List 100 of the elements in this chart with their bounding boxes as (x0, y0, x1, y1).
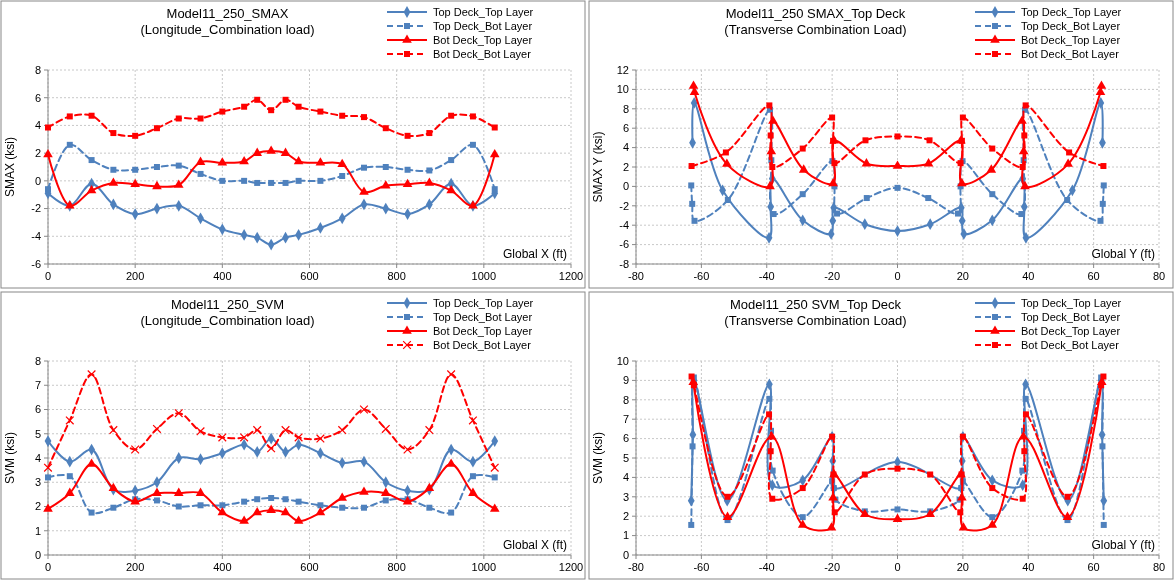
y-tick-label: -2 (619, 199, 629, 212)
x-tick-label: 600 (300, 561, 319, 573)
x-tick-label: 40 (1022, 561, 1035, 573)
chart-subtitle: (Transverse Combination Load) (724, 22, 907, 37)
y-tick-label: -6 (31, 257, 41, 270)
chart-title: Model11_250 SVM_Top Deck (729, 297, 902, 312)
chart-title: Model11_250_SMAX (166, 6, 289, 21)
x-tick-label: 1000 (471, 561, 497, 573)
y-tick-label: 6 (34, 403, 41, 416)
x-tick-label: -60 (693, 270, 710, 282)
legend-label: Top Deck_Bot Layer (433, 310, 533, 323)
x-tick-label: 1200 (558, 561, 584, 573)
x-tick-label: 0 (44, 270, 52, 282)
chart-title: Model11_250_SVM (170, 297, 285, 312)
y-tick-label: 0 (34, 174, 41, 187)
y-tick-label: 2 (622, 510, 629, 523)
y-tick-label: 12 (616, 63, 629, 76)
y-tick-label: 6 (34, 91, 41, 104)
x-tick-label: 600 (300, 270, 319, 282)
x-tick-label: 1000 (471, 270, 497, 282)
x-tick-label: 400 (213, 561, 232, 573)
x-tick-label: 800 (387, 561, 406, 573)
legend-label: Bot Deck_Top Layer (433, 324, 533, 337)
chart-subtitle: (Transverse Combination Load) (724, 313, 907, 328)
x-tick-label: -40 (758, 270, 775, 282)
legend-label: Top Deck_Top Layer (1021, 296, 1122, 309)
y-tick-label: 0 (34, 548, 41, 561)
chart-subtitle: (Longitude_Combination load) (140, 22, 315, 37)
x-tick-label: 0 (894, 270, 901, 282)
chart-title: Model11_250 SMAX_Top Deck (725, 6, 906, 21)
x-tick-label: 80 (1152, 270, 1166, 282)
x-axis-title: Global X (ft) (502, 247, 567, 261)
legend-label: Bot Deck_Bot Layer (433, 338, 532, 351)
legend-label: Bot Deck_Bot Layer (1021, 47, 1120, 60)
x-tick-label: 80 (1152, 561, 1166, 573)
x-tick-label: 400 (213, 270, 232, 282)
y-tick-label: 8 (34, 354, 41, 367)
y-tick-label: 4 (622, 141, 629, 154)
y-tick-label: 2 (34, 146, 41, 159)
y-tick-label: 6 (622, 122, 629, 135)
y-tick-label: 8 (34, 63, 41, 76)
legend-label: Bot Deck_Top Layer (433, 33, 533, 46)
x-tick-label: 200 (125, 561, 145, 573)
y-tick-label: 10 (616, 83, 629, 96)
x-tick-label: -40 (758, 561, 775, 573)
x-axis-title: Global Y (ft) (1091, 247, 1155, 261)
legend-label: Top Deck_Bot Layer (1021, 19, 1121, 32)
y-tick-label: -2 (31, 202, 41, 215)
legend-label: Top Deck_Top Layer (433, 296, 534, 309)
y-tick-label: 1 (34, 524, 41, 537)
x-tick-label: 40 (1022, 270, 1035, 282)
y-tick-label: 3 (34, 476, 41, 489)
y-tick-label: 10 (616, 354, 629, 367)
y-tick-label: 5 (622, 451, 629, 464)
y-tick-label: 2 (34, 500, 41, 513)
x-tick-label: -80 (628, 561, 644, 573)
x-tick-label: -20 (824, 270, 841, 282)
legend-label: Bot Deck_Top Layer (1021, 33, 1121, 46)
legend-label: Bot Deck_Bot Layer (433, 47, 532, 60)
chart-subtitle: (Longitude_Combination load) (140, 313, 315, 328)
y-tick-label: 7 (622, 413, 629, 426)
y-tick-label: 4 (34, 119, 41, 132)
y-tick-label: 0 (622, 548, 629, 561)
x-tick-label: 60 (1087, 270, 1100, 282)
x-tick-label: 20 (956, 270, 969, 282)
legend-label: Bot Deck_Bot Layer (1021, 338, 1120, 351)
y-axis-title: SMAX Y (ksi) (591, 131, 605, 203)
y-axis-title: SMAX (ksi) (3, 137, 17, 197)
y-tick-label: 4 (622, 471, 629, 484)
y-tick-label: -6 (619, 238, 629, 251)
legend-label: Top Deck_Bot Layer (1021, 310, 1121, 323)
y-axis-title: SVM (ksi) (3, 432, 17, 484)
x-tick-label: 20 (956, 561, 969, 573)
y-tick-label: 4 (34, 451, 41, 464)
x-tick-label: 1200 (558, 270, 584, 282)
x-tick-label: -20 (824, 561, 841, 573)
legend-label: Top Deck_Bot Layer (433, 19, 533, 32)
y-tick-label: 3 (622, 490, 629, 503)
y-tick-label: -8 (619, 257, 629, 270)
y-tick-label: 0 (622, 180, 629, 193)
x-tick-label: 0 (894, 561, 901, 573)
y-tick-label: -4 (31, 230, 41, 243)
x-tick-label: -60 (693, 561, 710, 573)
y-tick-label: 9 (622, 374, 629, 387)
legend-label: Top Deck_Top Layer (1021, 5, 1122, 18)
y-axis-title: SVM (ksi) (591, 432, 605, 484)
y-tick-label: 8 (622, 393, 629, 406)
y-tick-label: 5 (34, 427, 41, 440)
x-tick-label: 0 (44, 561, 52, 573)
x-tick-label: 800 (387, 270, 406, 282)
y-tick-label: 1 (622, 529, 629, 542)
legend-label: Top Deck_Top Layer (433, 5, 534, 18)
y-tick-label: 8 (622, 102, 629, 115)
y-tick-label: 6 (622, 432, 629, 445)
x-tick-label: 200 (125, 270, 145, 282)
x-tick-label: 60 (1087, 561, 1100, 573)
x-axis-title: Global X (ft) (502, 538, 567, 552)
y-tick-label: -4 (619, 219, 629, 232)
legend-label: Bot Deck_Top Layer (1021, 324, 1121, 337)
y-tick-label: 2 (622, 160, 629, 173)
